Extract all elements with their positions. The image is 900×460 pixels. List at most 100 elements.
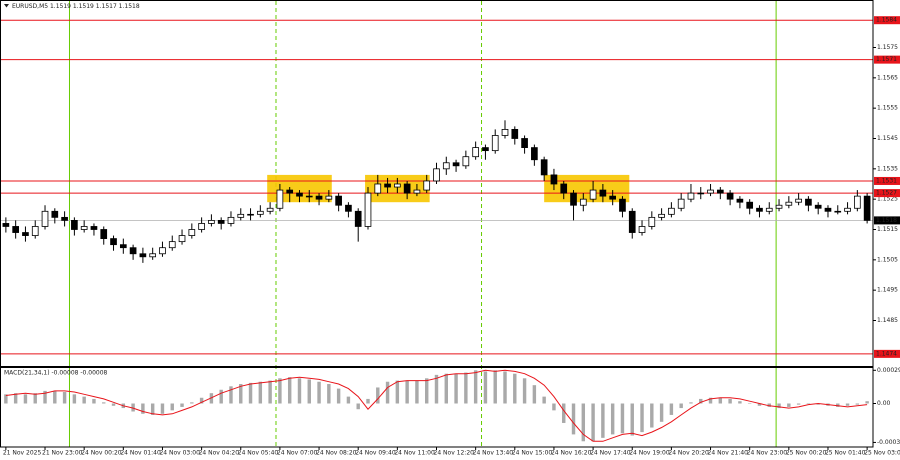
macd-bar <box>659 403 664 422</box>
y-tick-label: 1.1485 <box>877 317 898 324</box>
macd-bar <box>493 370 497 404</box>
macd-bar <box>62 392 67 404</box>
macd-bar <box>111 403 116 406</box>
y-tick-label: 1.1575 <box>877 44 898 51</box>
candle-body <box>491 135 499 152</box>
macd-bar <box>346 396 351 404</box>
x-tick-label: 24 Nov 00:20 <box>81 450 122 457</box>
level-label-box <box>874 16 900 25</box>
candle-body <box>501 128 509 136</box>
level-label-box <box>874 55 900 64</box>
x-tick-label: 24 Nov 11:00 <box>394 450 435 457</box>
candle-body <box>511 128 519 139</box>
macd-bar <box>72 394 77 404</box>
macd-bar <box>248 382 253 404</box>
candle-body <box>697 192 705 195</box>
candle-body <box>384 183 391 188</box>
macd-bar <box>425 378 429 404</box>
y-tick-label: 1.1545 <box>877 135 898 142</box>
x-tick-label: 24 Nov 07:00 <box>277 450 318 457</box>
candle-body <box>247 213 254 216</box>
candle-body <box>609 195 617 200</box>
candle-body <box>345 204 352 212</box>
macd-bar <box>522 378 527 404</box>
macd-bar <box>650 403 654 428</box>
candle-body <box>462 156 470 167</box>
macd-bar <box>385 381 390 404</box>
candle-body <box>531 147 538 161</box>
candle-body <box>687 192 695 200</box>
candle-body <box>110 238 117 246</box>
candle-body <box>482 147 489 152</box>
candle-body <box>658 213 665 218</box>
candle-body <box>178 235 186 243</box>
macd-bar <box>610 403 615 435</box>
macd-bar <box>454 373 458 404</box>
macd-bar <box>738 401 742 404</box>
candle-body <box>570 192 577 206</box>
macd-bar <box>679 403 683 409</box>
macd-bar <box>699 398 703 404</box>
level-label: 1.1474 <box>876 350 897 357</box>
candle-body <box>423 180 431 191</box>
macd-bar <box>4 394 8 404</box>
candle-body <box>765 207 773 212</box>
level-label-box <box>874 349 900 358</box>
macd-bar <box>23 394 28 404</box>
level-label-box <box>874 176 900 185</box>
candle-body <box>648 216 656 227</box>
macd-bar <box>297 378 302 404</box>
candle-body <box>354 210 362 227</box>
macd-bar <box>199 397 204 404</box>
candle-body <box>452 162 460 167</box>
macd-bar <box>571 403 576 435</box>
candle-body <box>599 189 607 197</box>
level-label: 1.1584 <box>876 17 897 24</box>
y-tick-label: 1.1495 <box>877 287 898 294</box>
candle-body <box>129 247 137 255</box>
macd-bar <box>317 381 321 404</box>
candle-body <box>168 241 176 249</box>
macd-bar <box>757 403 762 406</box>
candle-body <box>785 201 793 206</box>
macd-bar <box>33 393 37 404</box>
price-frame <box>0 0 874 367</box>
candle-body <box>403 183 411 194</box>
candle-body <box>198 223 205 230</box>
symbol-marker <box>4 4 9 8</box>
candle-body <box>442 162 450 170</box>
current-price-label: 1.1518 <box>876 217 897 224</box>
x-tick-label: 25 Nov 00:20 <box>786 450 827 457</box>
x-tick-label: 24 Nov 20:20 <box>668 450 709 457</box>
y-tick-label: 1.1555 <box>877 105 898 112</box>
macd-bar <box>287 377 292 404</box>
candle-body <box>472 147 479 158</box>
x-tick-label: 25 Nov 03:00 <box>864 450 900 457</box>
candle-body <box>394 183 401 188</box>
candle-body <box>628 210 636 233</box>
candle-body <box>41 210 49 227</box>
x-tick-label: 24 Nov 04:20 <box>199 450 240 457</box>
candle-body <box>149 253 157 258</box>
x-tick-label: 24 Nov 19:00 <box>629 450 670 457</box>
candle-body <box>716 189 724 194</box>
candle-body <box>325 195 333 200</box>
macd-bar <box>464 372 468 404</box>
macd-bar <box>229 386 233 404</box>
y-tick-label: 1.1565 <box>877 74 898 81</box>
candle-body <box>834 210 842 213</box>
candle-body <box>579 198 587 206</box>
candle-body <box>374 183 382 194</box>
candle-body <box>276 189 284 209</box>
candle-body <box>814 204 822 209</box>
x-tick-label: 24 Nov 17:40 <box>590 450 631 457</box>
x-tick-label: 24 Nov 08:20 <box>316 450 357 457</box>
macd-bar <box>366 398 370 404</box>
candle-body <box>51 210 59 218</box>
macd-bar <box>258 381 263 404</box>
macd-bar <box>190 402 194 404</box>
macd-bar <box>640 403 644 433</box>
candle-body <box>863 195 871 221</box>
